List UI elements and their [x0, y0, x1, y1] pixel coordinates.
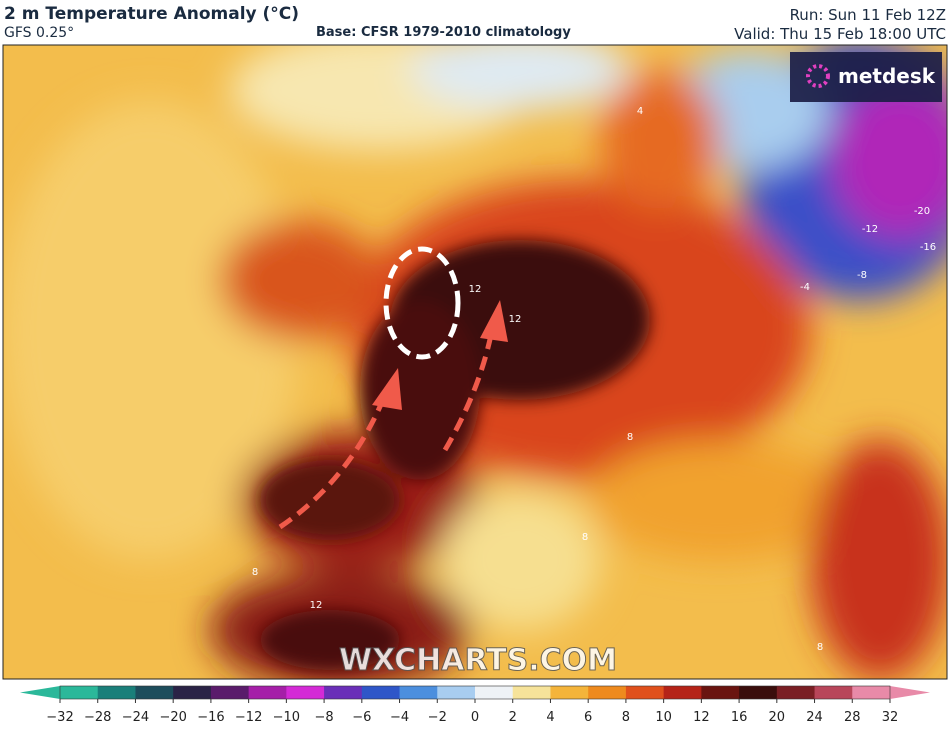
- colorbar-label: −24: [122, 710, 149, 725]
- arrow-head: [480, 300, 508, 342]
- model: GFS 0.25°: [4, 25, 75, 41]
- colorbar-segment: [739, 686, 778, 699]
- colorbar-segment: [625, 686, 665, 699]
- base: Base: CFSR 1979-2010 climatology: [316, 25, 571, 40]
- colorbar-label: 24: [806, 710, 823, 725]
- colorbar-label: 28: [844, 710, 861, 725]
- contour-label: 12: [509, 314, 522, 325]
- colorbar-label: 20: [769, 710, 786, 725]
- colorbar-label: 32: [882, 710, 899, 725]
- colorbar-segment: [512, 686, 551, 699]
- colorbar-segment: [475, 686, 514, 699]
- logo-icon: [806, 64, 830, 88]
- colorbar-label: −32: [46, 710, 73, 725]
- valid: Valid: Thu 15 Feb 18:00 UTC: [734, 25, 946, 43]
- colorbar: −32 −28 −24 −20 −16 −12 −10 −8 −6 −4 −2 0 2 4 6 8 10 12 16…: [20, 685, 930, 725]
- colorbar-segment: [60, 686, 99, 699]
- colorbar-label: 10: [655, 710, 672, 725]
- colorbar-label: −12: [235, 710, 262, 725]
- colorbar-segment: [663, 686, 702, 699]
- contour-label: -8: [857, 270, 867, 281]
- colorbar-label: 2: [509, 710, 517, 725]
- colorbar-segment: [701, 686, 740, 699]
- colorbar-label: 12: [693, 710, 710, 725]
- highlight-ellipse: [383, 246, 461, 360]
- colorbar-segment: [361, 686, 401, 699]
- colorbar-segment: [135, 686, 174, 699]
- colorbar-segment: [173, 686, 212, 699]
- contour-label: 8: [817, 642, 823, 653]
- contour-label: 4: [637, 106, 643, 117]
- colorbar-segment: [210, 686, 250, 699]
- logo: metdesk: [838, 64, 936, 88]
- colorbar-label: 16: [731, 710, 748, 725]
- title: 2 m Temperature Anomaly (°C): [4, 4, 300, 24]
- colorbar-segment: [248, 686, 287, 699]
- watermark: WXCHARTS.COM: [339, 643, 617, 678]
- colorbar-label: −6: [352, 710, 371, 725]
- colorbar-end: [890, 686, 930, 699]
- colorbar-label: −2: [428, 710, 447, 725]
- colorbar-label: −8: [315, 710, 334, 725]
- colorbar-label: 8: [622, 710, 630, 725]
- colorbar-segment: [814, 686, 853, 699]
- colorbar-label: −4: [390, 710, 409, 725]
- contour-label: 8: [627, 432, 633, 443]
- colorbar-segment: [399, 686, 438, 699]
- contour-label: -20: [914, 206, 930, 217]
- contour-label: 8: [252, 567, 258, 578]
- colorbar-end: [20, 686, 60, 699]
- colorbar-label: −16: [197, 710, 224, 725]
- contour-label: -4: [800, 282, 810, 293]
- logo-box: [790, 52, 942, 102]
- colorbar-segment: [588, 686, 627, 699]
- colorbar-segment: [97, 686, 136, 699]
- colorbar-label: 0: [471, 710, 479, 725]
- colorbar-label: −28: [84, 710, 111, 725]
- contour-label: 12: [310, 600, 323, 611]
- colorbar-segment: [324, 686, 363, 699]
- colorbar-label: 4: [546, 710, 554, 725]
- run: Run: Sun 11 Feb 12Z: [789, 6, 946, 24]
- contour-label: -12: [862, 224, 878, 235]
- contour-label: 12: [469, 284, 482, 295]
- arrow: [442, 329, 495, 452]
- contour-label: 8: [582, 532, 588, 543]
- field: [3, 45, 947, 679]
- map-frame: [2, 44, 948, 680]
- colorbar-label: −10: [273, 710, 300, 725]
- colorbar-segment: [852, 686, 891, 699]
- colorbar-segment: [550, 686, 589, 699]
- contour-labels: 12 12 12 -12 -16 -20 -8 -4 8 8 8 8 4: [252, 106, 936, 653]
- colorbar-segment: [437, 686, 476, 699]
- contour-label: -16: [920, 242, 936, 253]
- colorbar-segment: [776, 686, 816, 699]
- colorbar-label: 6: [584, 710, 592, 725]
- arrow-head: [372, 368, 402, 410]
- colorbar-label: −20: [159, 710, 186, 725]
- colorbar-segment: [286, 686, 325, 699]
